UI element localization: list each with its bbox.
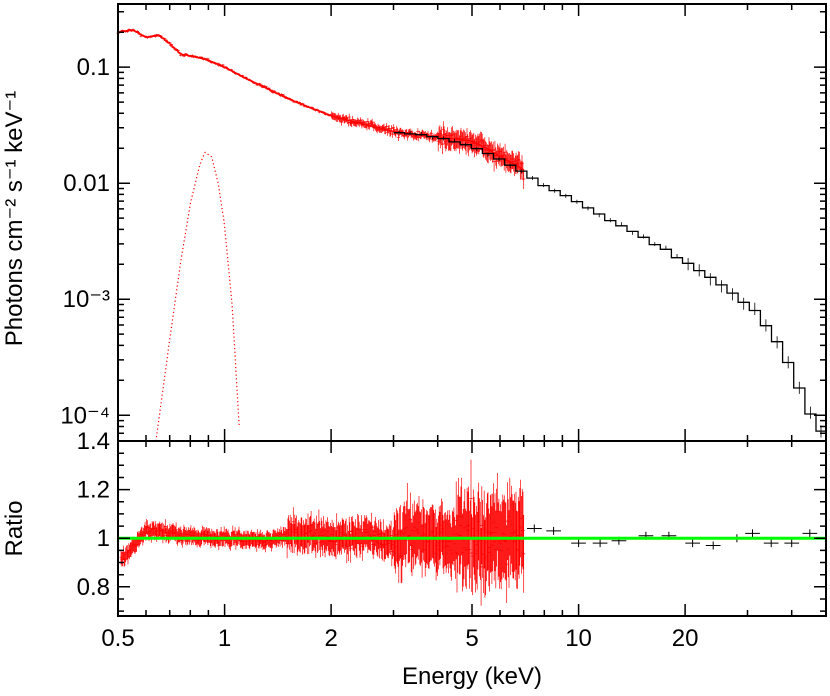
ratio-y-ticks [118, 440, 826, 612]
black-ratio-point [592, 539, 608, 548]
ratio-y-tick-label: 1.4 [77, 428, 110, 455]
black-ratio-point [705, 541, 721, 550]
black-ratio-point [527, 524, 542, 533]
ratio-y-tick-label: 0.8 [77, 574, 110, 601]
black-ratio-point [763, 539, 779, 548]
ratio-y-tick-label: 1 [97, 525, 110, 552]
spectrum-panel-frame [117, 3, 827, 442]
x-tick-label: 1 [218, 625, 231, 652]
x-tick-label: 2 [324, 625, 337, 652]
spectrum-y-tick-label: 10⁻³ [63, 286, 110, 313]
ratio-y-axis-title: Ratio [1, 500, 28, 556]
spectrum-y-tick-label: 0.1 [77, 54, 110, 81]
ratio-y-tick-label: 1.2 [77, 477, 110, 504]
x-axis-title: Energy (keV) [402, 663, 542, 690]
black-ratio-point [784, 539, 800, 548]
x-tick-label: 0.5 [101, 625, 134, 652]
x-tick-label: 10 [565, 625, 592, 652]
black-spectrum-step-model [393, 132, 827, 441]
black-ratio-point [546, 526, 561, 535]
label-layer: 0.1 0.01 10⁻³ 10⁻⁴ 0.8 1 1.2 1.4 0.5 1 2 5 10 20 Energ… [1, 54, 698, 690]
spectrum-y-tick-label: 10⁻⁴ [60, 402, 110, 429]
spectrum-y-ticks [118, 11, 826, 442]
x-tick-label: 20 [672, 625, 699, 652]
spectrum-y-tick-label: 0.01 [63, 170, 110, 197]
black-ratio-point [802, 529, 818, 538]
gaussian-line-component-dotted [155, 151, 240, 442]
plot-layer [116, 28, 827, 606]
black-ratio-point [685, 539, 700, 548]
red-ratio-error-bars [119, 459, 526, 606]
x-tick-label: 5 [465, 625, 478, 652]
black-ratio-point [571, 539, 586, 548]
spectrum-y-axis-title: Photons cm⁻² s⁻¹ keV⁻¹ [1, 91, 28, 346]
red-spectrum-model-line [117, 29, 525, 171]
black-ratio-point [745, 529, 760, 538]
x-axis-ticks [117, 4, 827, 616]
red-spectrum-data-crosses [116, 28, 526, 189]
axes-layer [117, 3, 827, 617]
black-spectrum-error-bars [398, 130, 822, 438]
